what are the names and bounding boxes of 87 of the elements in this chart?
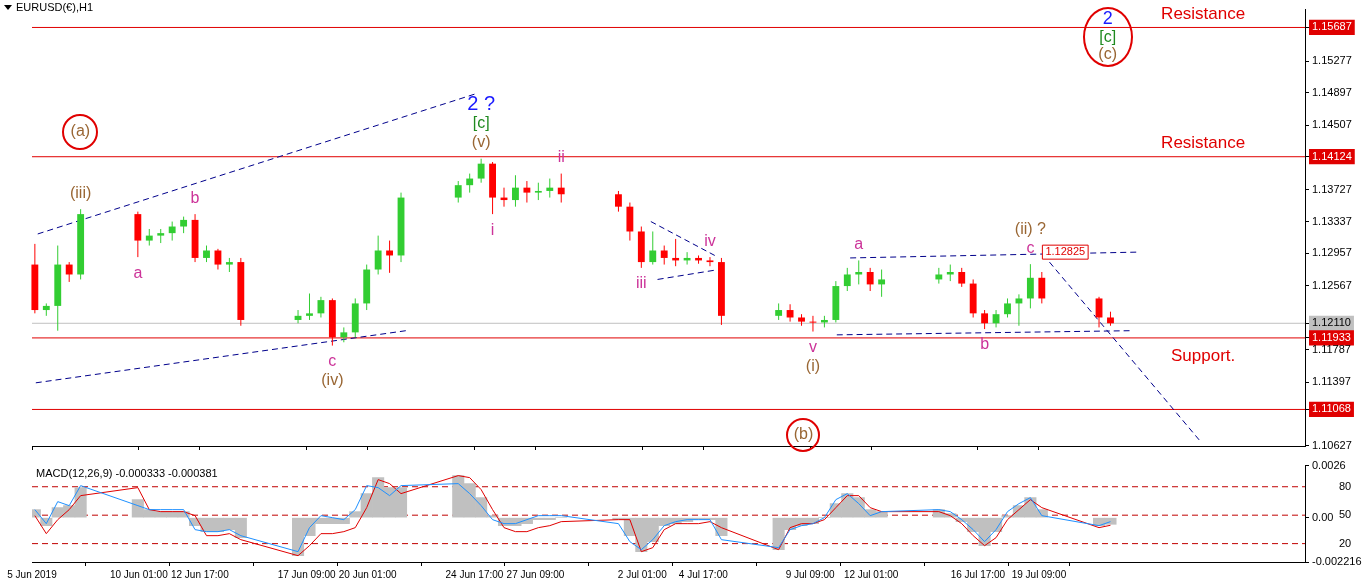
annotation: (iv) <box>321 371 344 389</box>
candlestick <box>168 221 176 242</box>
candlestick <box>878 269 886 298</box>
x-tick-label: 16 Jul 17:00 <box>950 568 1006 580</box>
y-tick-label: 1.11787 <box>1312 343 1351 356</box>
annotation: (ii) ? <box>1014 219 1047 237</box>
y-tick-label: 1.12110 <box>1312 316 1351 329</box>
candlestick <box>843 267 851 292</box>
annotation: iv <box>704 231 716 249</box>
candlestick <box>512 174 519 208</box>
candlestick <box>706 256 714 267</box>
y-tick-label: 1.12957 <box>1312 246 1352 259</box>
x-tick-label: 9 Jul 09:00 <box>785 568 835 580</box>
candlestick <box>1038 271 1046 304</box>
y-tick-label: 0.00 <box>1312 510 1334 523</box>
x-tick-label: 20 Jun 01:00 <box>338 568 397 580</box>
annotation: a <box>854 234 864 252</box>
y-tick-label: -0.002216 <box>1312 555 1362 568</box>
annotation: [c] <box>472 114 490 132</box>
annotation: (a) <box>70 122 91 140</box>
x-tick-label: 5 Jun 2019 <box>7 568 58 580</box>
annotation: (c) <box>1098 45 1118 63</box>
candlestick <box>523 180 531 204</box>
candlestick <box>1004 297 1011 318</box>
candlestick <box>557 173 565 204</box>
x-tick-label: 2 Jul 01:00 <box>617 568 668 580</box>
ref-line-label: Resistance <box>1161 133 1246 153</box>
annotation: 2 <box>1102 8 1113 29</box>
annotation: i <box>490 220 495 238</box>
y-tick-label: 0.0026 <box>1312 458 1346 471</box>
y-tick-label: 1.11933 <box>1312 330 1351 343</box>
ref-line-label: Resistance <box>1161 4 1246 24</box>
candlestick <box>981 309 989 330</box>
candlestick <box>958 267 966 288</box>
y-tick-label: 1.14507 <box>1312 118 1352 131</box>
candlestick <box>65 261 73 283</box>
y-tick-label: 1.15277 <box>1312 54 1352 67</box>
annotation: (iii) <box>69 183 92 201</box>
chart-title: MACD(12,26,9) -0.000333 -0.000381 <box>36 466 218 479</box>
x-tick-label: 24 Jun 17:00 <box>445 568 504 580</box>
y-tick-label: 1.10627 <box>1312 438 1352 451</box>
x-tick-label: 12 Jun 17:00 <box>170 568 230 580</box>
annotation: a <box>133 263 143 281</box>
annotation: c <box>328 352 337 370</box>
candlestick <box>649 230 657 266</box>
annotation: b <box>980 335 990 353</box>
annotation: b <box>190 188 200 206</box>
candlestick <box>786 303 794 323</box>
candlestick <box>546 178 554 199</box>
x-tick-label: 4 Jul 17:00 <box>678 568 729 580</box>
annotation: [c] <box>1099 27 1117 45</box>
candlestick <box>660 245 668 266</box>
ref-line-label: Support. <box>1171 345 1236 365</box>
x-tick-label: 10 Jun 01:00 <box>109 568 169 580</box>
candlestick <box>1026 263 1034 309</box>
annotation: 1.12825 <box>1045 245 1086 258</box>
x-tick-label: 12 Jul 01:00 <box>843 568 899 580</box>
x-tick-label: 27 Jun 09:00 <box>506 568 565 580</box>
y-tick-label: 1.14124 <box>1312 149 1352 162</box>
candlestick <box>374 235 382 275</box>
candlestick <box>615 190 622 213</box>
y-tick-label: 1.14897 <box>1312 85 1352 98</box>
annotation: iii <box>635 274 647 292</box>
annotation: v <box>808 337 817 355</box>
y-tick-label: 1.15687 <box>1312 20 1352 33</box>
candlestick <box>477 158 485 184</box>
y2-tick-label: 20 <box>1339 536 1352 549</box>
y2-tick-label: 50 <box>1339 508 1352 521</box>
candlestick <box>466 173 474 194</box>
candlestick <box>866 267 874 292</box>
annotation: 2 ? <box>467 92 496 115</box>
annotation: (v) <box>471 133 491 151</box>
x-tick-label: 19 Jul 09:00 <box>1011 568 1067 580</box>
y-tick-label: 1.11397 <box>1312 375 1351 388</box>
y-tick-label: 1.12567 <box>1312 278 1352 291</box>
annotation: (i) <box>805 356 821 374</box>
y2-tick-label: 80 <box>1339 479 1352 492</box>
y-tick-label: 1.13337 <box>1312 214 1352 227</box>
candlestick <box>454 180 462 204</box>
annotation: c <box>1026 238 1035 256</box>
candlestick <box>306 293 313 321</box>
y-tick-label: 1.13727 <box>1312 182 1352 195</box>
chart-title: EURUSD(€),H1 <box>16 1 94 14</box>
y-tick-label: 1.11068 <box>1312 402 1351 415</box>
candlestick <box>317 296 325 318</box>
x-tick-label: 17 Jun 09:00 <box>277 568 336 580</box>
annotation: (b) <box>793 425 814 443</box>
